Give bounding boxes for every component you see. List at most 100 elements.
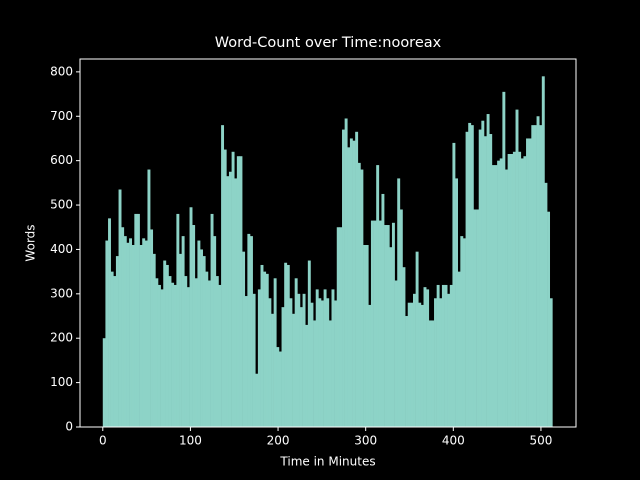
bar bbox=[147, 169, 151, 427]
bar bbox=[455, 178, 458, 427]
bar bbox=[192, 225, 196, 427]
bar bbox=[210, 213, 214, 427]
bar bbox=[152, 253, 156, 427]
bar bbox=[292, 313, 295, 427]
bar bbox=[360, 169, 364, 427]
bar bbox=[368, 304, 372, 427]
bar bbox=[386, 225, 390, 427]
bar bbox=[142, 238, 146, 427]
bar bbox=[539, 125, 543, 428]
bar bbox=[413, 293, 416, 427]
bar bbox=[365, 244, 369, 427]
bar bbox=[544, 182, 548, 427]
bar bbox=[278, 351, 282, 427]
bar bbox=[231, 151, 235, 427]
bar bbox=[418, 302, 422, 427]
bar bbox=[297, 293, 301, 427]
bar bbox=[347, 147, 351, 427]
bar bbox=[328, 320, 332, 427]
y-tick-label: 0 bbox=[65, 420, 73, 434]
bar bbox=[447, 293, 451, 427]
y-tick-label: 300 bbox=[50, 286, 73, 300]
bar bbox=[250, 236, 253, 427]
bar bbox=[336, 227, 340, 427]
bar bbox=[228, 171, 232, 427]
bar bbox=[397, 178, 401, 427]
bar bbox=[423, 287, 427, 427]
bar bbox=[150, 229, 154, 427]
bar bbox=[234, 178, 238, 427]
bar bbox=[462, 238, 466, 427]
bar bbox=[108, 218, 111, 427]
bar bbox=[465, 131, 469, 427]
bar bbox=[126, 242, 130, 427]
bar bbox=[520, 158, 524, 427]
y-axis-label: Words bbox=[24, 224, 38, 261]
bar bbox=[441, 284, 445, 427]
bar bbox=[502, 91, 506, 427]
bar bbox=[457, 271, 461, 427]
bar bbox=[305, 324, 309, 427]
bar bbox=[489, 134, 493, 427]
bar bbox=[384, 225, 388, 427]
axes-frame bbox=[79, 58, 577, 428]
bar bbox=[476, 209, 480, 427]
bar bbox=[118, 189, 122, 427]
x-tick-label: 200 bbox=[267, 434, 290, 448]
bar bbox=[426, 289, 430, 427]
bar bbox=[370, 220, 374, 427]
bar bbox=[499, 158, 503, 427]
bar bbox=[549, 298, 553, 427]
bar bbox=[391, 222, 395, 427]
bar bbox=[531, 125, 535, 428]
bar bbox=[163, 260, 167, 427]
bar bbox=[373, 220, 377, 427]
bar bbox=[547, 211, 551, 427]
bar bbox=[357, 162, 361, 427]
bar bbox=[136, 213, 140, 427]
bar bbox=[294, 278, 298, 427]
bar bbox=[155, 278, 159, 427]
x-tick-label: 300 bbox=[354, 434, 377, 448]
bar bbox=[460, 236, 464, 427]
x-tick-label: 500 bbox=[529, 434, 552, 448]
bar bbox=[226, 176, 230, 427]
bar bbox=[129, 238, 133, 427]
bar bbox=[494, 165, 498, 427]
bar bbox=[113, 276, 117, 427]
bar bbox=[286, 264, 290, 427]
bar bbox=[263, 271, 267, 427]
bar bbox=[515, 109, 519, 428]
bar bbox=[260, 264, 264, 427]
bar bbox=[105, 240, 109, 427]
bar bbox=[326, 298, 330, 427]
bar bbox=[289, 298, 293, 427]
bar bbox=[478, 129, 482, 427]
bar bbox=[252, 293, 256, 427]
y-tick-label: 700 bbox=[50, 109, 73, 123]
bar bbox=[523, 156, 527, 427]
chart-title: Word-Count over Time:nooreax bbox=[215, 35, 442, 51]
bar bbox=[407, 302, 411, 427]
bar bbox=[173, 284, 177, 427]
bar bbox=[123, 236, 127, 427]
bar bbox=[268, 298, 272, 427]
bar bbox=[431, 320, 435, 427]
bar bbox=[318, 298, 322, 427]
bar bbox=[307, 260, 311, 427]
bar bbox=[276, 347, 280, 427]
y-tick-label: 200 bbox=[50, 331, 73, 345]
bar bbox=[323, 289, 327, 427]
bar bbox=[526, 138, 529, 427]
y-tick-label: 400 bbox=[50, 242, 73, 256]
y-tick-label: 600 bbox=[50, 153, 73, 167]
x-axis-label: Time in Minutes bbox=[279, 455, 375, 469]
bar bbox=[131, 244, 135, 427]
bar bbox=[255, 373, 259, 427]
x-tick-label: 400 bbox=[442, 434, 465, 448]
bar bbox=[160, 289, 164, 427]
bar bbox=[121, 227, 125, 427]
bar bbox=[271, 313, 274, 427]
bar bbox=[486, 114, 490, 428]
